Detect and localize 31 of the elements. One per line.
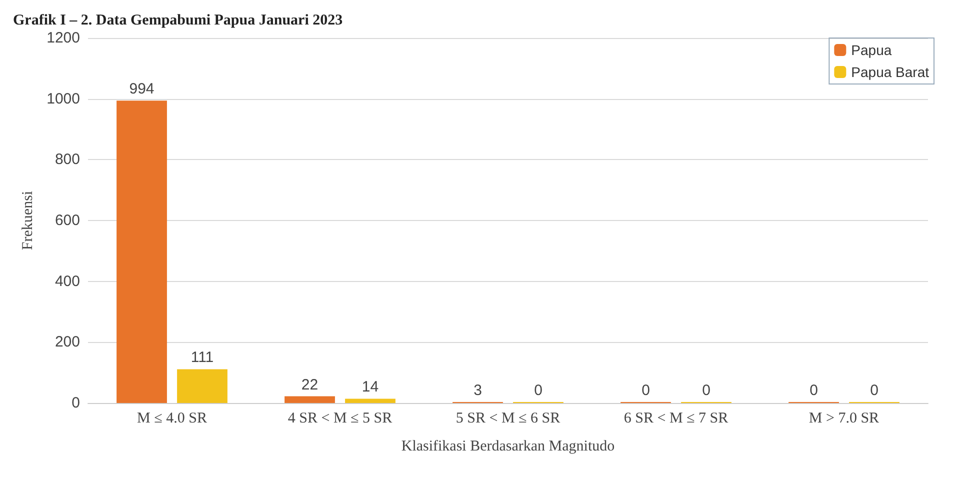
y-tick-label: 1200 (46, 30, 80, 46)
data-label: 0 (534, 382, 542, 399)
data-label: 111 (190, 349, 214, 366)
chart-title: Grafik I – 2. Data Gempabumi Papua Januari 2023 (13, 12, 343, 28)
y-axis-title: Frekuensi (20, 190, 36, 250)
y-tick-label: 1000 (46, 90, 80, 108)
legend-label: Papua (851, 42, 892, 58)
data-label: 3 (474, 382, 482, 399)
x-tick-label: 5 SR < M ≤ 6 SR (456, 410, 560, 426)
bar (345, 398, 396, 403)
data-label: 0 (870, 382, 878, 399)
y-tick-label: 400 (54, 272, 80, 290)
x-tick-label: M > 7.0 SR (808, 410, 880, 426)
y-tick-label: 600 (54, 212, 80, 229)
x-tick-label: M ≤ 4.0 SR (137, 410, 207, 426)
bar (116, 100, 167, 403)
legend-label: Papua Barat (851, 64, 930, 80)
y-tick-label: 800 (54, 151, 80, 168)
data-label: 0 (642, 382, 650, 399)
data-label: 22 (301, 376, 318, 394)
data-label: 994 (129, 80, 154, 98)
y-tick-label: 0 (72, 394, 80, 412)
data-label: 14 (362, 378, 379, 396)
bar (177, 369, 228, 403)
data-label: 0 (702, 382, 710, 399)
x-axis-title: Klasifikasi Berdasarkan Magnitudo (401, 438, 615, 454)
x-tick-label: 6 SR < M ≤ 7 SR (624, 410, 728, 426)
y-tick-label: 200 (54, 334, 80, 351)
data-label: 0 (810, 382, 818, 399)
x-tick-label: 4 SR < M ≤ 5 SR (288, 410, 392, 426)
bar (284, 396, 335, 403)
